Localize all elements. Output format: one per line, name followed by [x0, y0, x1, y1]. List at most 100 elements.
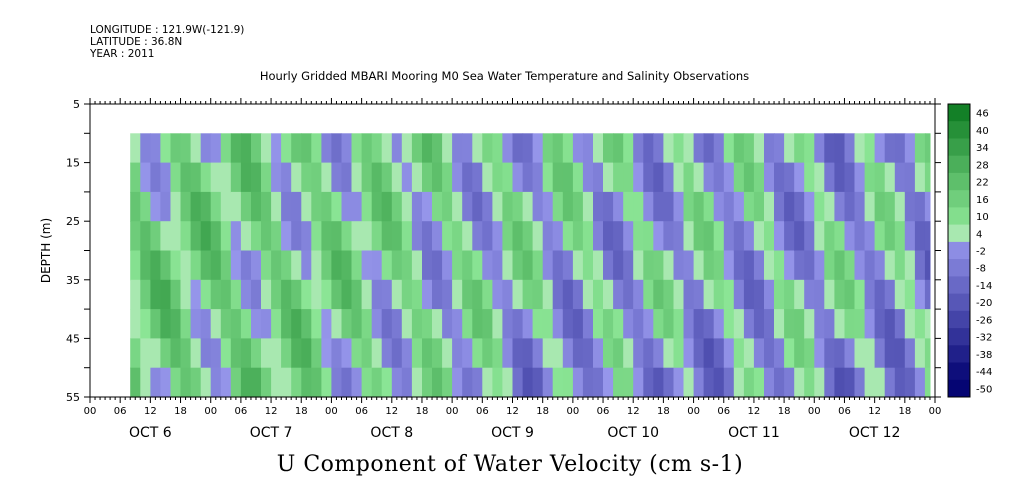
heatmap-cell [180, 250, 192, 281]
heatmap-cell [613, 162, 624, 193]
heatmap-cell [894, 367, 906, 398]
heatmap-cell [321, 250, 333, 281]
heatmap-cell [673, 250, 685, 281]
heatmap-cell [361, 221, 373, 252]
heatmap-cell [150, 162, 162, 193]
heatmap-cell [230, 191, 242, 222]
colorbar-label: 28 [976, 160, 989, 171]
colorbar-swatch [948, 138, 970, 157]
heatmap-cell [522, 309, 534, 339]
heatmap-cell [512, 309, 524, 339]
heatmap-cell [894, 338, 906, 369]
heatmap-cell [401, 162, 413, 193]
heatmap-cell [854, 338, 866, 369]
heatmap-cell [824, 367, 835, 398]
heatmap-cell [834, 338, 846, 369]
heatmap-cell [341, 250, 353, 281]
heatmap-cell [733, 162, 745, 193]
heatmap-cell [542, 367, 554, 398]
heatmap-cell [442, 250, 453, 281]
heatmap-cell [411, 250, 423, 281]
heatmap-cell [713, 191, 725, 222]
heatmap-cell [492, 191, 504, 222]
x-tick-label: 06 [717, 406, 730, 417]
heatmap-cell [130, 133, 141, 164]
heatmap-cell [824, 162, 835, 193]
heatmap-cell [492, 221, 504, 252]
heatmap-cell [663, 191, 675, 222]
colorbar-swatch [948, 190, 970, 208]
heatmap-cell [210, 191, 222, 222]
heatmap-cell [834, 279, 846, 310]
heatmap-cell [371, 250, 383, 281]
heatmap-cell [130, 338, 141, 369]
heatmap-cell [603, 367, 614, 398]
heatmap-cell [733, 279, 745, 310]
heatmap-cell [924, 367, 931, 398]
heatmap-cell [633, 338, 644, 369]
heatmap-cell [281, 309, 292, 339]
heatmap-cell [130, 367, 141, 398]
heatmap-cell [311, 221, 322, 252]
heatmap-cell [764, 338, 775, 369]
heatmap-cell [572, 191, 584, 222]
heatmap-cell [633, 367, 644, 398]
heatmap-cell [593, 367, 604, 398]
heatmap-cell [794, 250, 805, 281]
heatmap-cell [220, 133, 232, 164]
heatmap-cell [854, 221, 866, 252]
heatmap-cell [200, 250, 212, 281]
heatmap-cell [452, 221, 463, 252]
heatmap-cell [251, 309, 262, 339]
colorbar-label: -2 [976, 247, 986, 258]
heatmap-cell [532, 133, 544, 164]
heatmap-cell [200, 221, 212, 252]
heatmap-cell [894, 250, 906, 281]
heatmap-cell [914, 279, 926, 310]
heatmap-cell [753, 162, 765, 193]
heatmap-cell [824, 279, 835, 310]
heatmap-cell [240, 309, 252, 339]
heatmap-cell [220, 338, 232, 369]
heatmap-cell [381, 309, 393, 339]
heatmap-cell [341, 279, 353, 310]
heatmap-cell [582, 221, 594, 252]
colorbar-swatch [948, 241, 970, 260]
heatmap-cell [653, 309, 664, 339]
heatmap-cell [462, 250, 473, 281]
colorbar-label: 16 [976, 195, 989, 206]
heatmap-cell [904, 133, 916, 164]
heatmap-cell [210, 221, 222, 252]
heatmap-cell [291, 279, 302, 310]
heatmap-cell [502, 250, 514, 281]
heatmap-cell [261, 162, 272, 193]
heatmap-cell [864, 367, 876, 398]
heatmap-cell [411, 309, 423, 339]
heatmap-cell [462, 279, 473, 310]
heatmap-cell [361, 250, 373, 281]
heatmap-cell [713, 367, 725, 398]
heatmap-cell [291, 250, 302, 281]
heatmap-cell [351, 133, 363, 164]
heatmap-cell [321, 338, 333, 369]
x-tick-label: 06 [597, 406, 610, 417]
heatmap-cell [190, 191, 202, 222]
heatmap-cell [824, 309, 835, 339]
heatmap-cell [432, 250, 443, 281]
y-tick-label: 55 [66, 391, 80, 404]
heatmap-cell [512, 279, 524, 310]
heatmap-cell [703, 279, 715, 310]
heatmap-cell [884, 221, 896, 252]
heatmap-cell [914, 367, 926, 398]
heatmap-cell [683, 133, 695, 164]
heatmap-cell [361, 162, 373, 193]
heatmap-cell [291, 191, 302, 222]
heatmap-cell [824, 250, 835, 281]
heatmap-cell [321, 133, 333, 164]
heatmap-cell [482, 338, 493, 369]
heatmap-cell [502, 309, 514, 339]
heatmap-cell [512, 367, 524, 398]
heatmap-cell [552, 191, 564, 222]
heatmap-cell [452, 162, 463, 193]
heatmap-cell [411, 162, 423, 193]
